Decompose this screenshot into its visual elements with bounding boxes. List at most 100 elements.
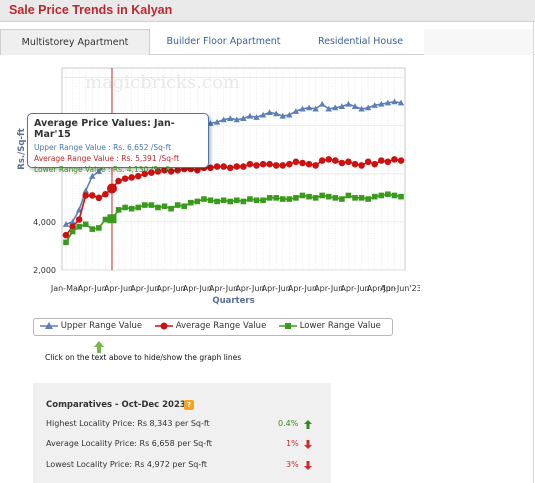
data-point xyxy=(155,204,161,211)
x-axis-title: Quarters xyxy=(212,296,254,306)
x-tick-label: Apr-Jun xyxy=(78,284,107,293)
data-point xyxy=(227,198,234,205)
data-point xyxy=(384,158,392,166)
data-point xyxy=(121,175,129,182)
data-point xyxy=(168,205,174,212)
data-point xyxy=(233,116,240,123)
legend-upper-range[interactable]: Upper Range Value xyxy=(40,321,142,334)
data-point xyxy=(279,112,286,119)
data-point xyxy=(220,197,227,204)
data-point xyxy=(161,166,168,174)
data-point xyxy=(351,103,359,110)
property-type-tabs: Multistorey Apartment Builder Floor Apar… xyxy=(0,29,535,55)
data-point xyxy=(345,158,352,166)
average-change-pct: 1% xyxy=(286,439,299,448)
data-point xyxy=(384,99,392,106)
data-point xyxy=(365,196,371,202)
data-point xyxy=(69,223,76,231)
data-point xyxy=(128,205,135,212)
tooltip-average: Average Range Value : Rs. 5,391 /Sq-ft xyxy=(34,154,180,163)
data-point xyxy=(279,196,286,202)
data-point xyxy=(167,168,175,175)
x-tick-label: Apr-Jun xyxy=(235,284,264,293)
tab-residential-house[interactable]: Residential House xyxy=(317,36,404,47)
data-point xyxy=(266,109,273,116)
legend-lower-range[interactable]: Lower Range Value xyxy=(279,321,381,334)
data-point xyxy=(266,160,273,168)
series-line xyxy=(65,193,402,243)
data-point xyxy=(358,162,365,169)
x-tick-label: Apr-Jun'23 xyxy=(380,284,420,293)
data-point xyxy=(174,202,181,208)
data-point xyxy=(148,169,155,176)
data-point xyxy=(364,158,372,166)
data-point xyxy=(142,202,148,208)
data-point xyxy=(226,164,234,172)
data-point xyxy=(272,162,280,169)
x-tick-label: Apr-Jun xyxy=(157,284,186,293)
data-point xyxy=(292,108,300,114)
lowest-locality-price: Lowest Locality Price: Rs 4,972 per Sq-f… xyxy=(46,460,208,469)
comparatives-title: Comparatives - Oct-Dec 2023 xyxy=(46,400,186,410)
legend-label-average: Average Range Value xyxy=(175,321,267,331)
data-point xyxy=(141,170,149,178)
chart-legend: Upper Range Value Average Range Value Lo… xyxy=(33,318,393,336)
data-point xyxy=(194,198,201,205)
data-point xyxy=(312,105,319,112)
average-locality-price: Average Locality Price: Rs 6,658 per Sq-… xyxy=(46,439,212,448)
data-point xyxy=(128,174,135,181)
tab-multistorey-apartment[interactable]: Multistorey Apartment xyxy=(0,29,150,55)
series-1 xyxy=(62,156,405,239)
x-tick-label: Apr-Jun xyxy=(288,284,317,293)
data-point xyxy=(259,111,267,118)
data-point xyxy=(293,195,299,201)
data-point xyxy=(397,157,405,164)
x-tick-label: Apr-Jun xyxy=(340,284,369,293)
header-bar: Sale Price Trends in Kalyan xyxy=(0,0,535,22)
data-point xyxy=(233,197,240,204)
data-point xyxy=(378,100,385,107)
data-point xyxy=(391,192,398,199)
data-point xyxy=(95,194,103,202)
data-point xyxy=(95,168,103,174)
data-point xyxy=(96,225,102,231)
data-point xyxy=(214,198,220,205)
data-point xyxy=(82,187,89,194)
data-point xyxy=(122,204,128,211)
data-point xyxy=(312,195,319,201)
data-point xyxy=(154,168,162,175)
data-point xyxy=(201,196,207,202)
data-point xyxy=(233,163,241,170)
data-point xyxy=(391,156,398,163)
x-tick-label: Apr-Jun xyxy=(314,284,343,293)
price-tooltip: Average Price Values: Jan-Mar'15 Upper R… xyxy=(27,113,209,174)
data-point xyxy=(397,99,405,106)
data-point xyxy=(82,192,90,199)
trend-down-icon xyxy=(304,440,312,449)
data-point xyxy=(246,160,254,168)
data-point xyxy=(207,164,214,172)
data-point xyxy=(75,216,83,223)
trend-down-icon xyxy=(304,461,312,470)
data-point xyxy=(62,231,70,239)
series-2 xyxy=(63,191,404,246)
square-marker-icon xyxy=(279,323,297,329)
data-point xyxy=(292,158,300,166)
tab-builder-floor-apartment[interactable]: Builder Floor Apartment xyxy=(166,36,281,47)
data-point xyxy=(279,162,287,169)
data-point xyxy=(385,191,391,198)
data-point xyxy=(272,110,280,117)
data-point xyxy=(332,104,339,111)
legend-average-range[interactable]: Average Range Value xyxy=(155,321,266,334)
help-icon[interactable]: ? xyxy=(184,400,194,410)
data-point xyxy=(299,159,306,167)
series-line xyxy=(65,158,402,236)
data-point xyxy=(69,218,76,225)
data-point xyxy=(82,221,89,228)
data-point xyxy=(358,195,365,201)
plot-area xyxy=(61,67,406,271)
data-point xyxy=(325,156,333,163)
comparatives-panel: Comparatives - Oct-Dec 2023 ? Highest Lo… xyxy=(33,383,331,483)
data-point xyxy=(358,105,365,112)
data-point xyxy=(339,196,345,202)
